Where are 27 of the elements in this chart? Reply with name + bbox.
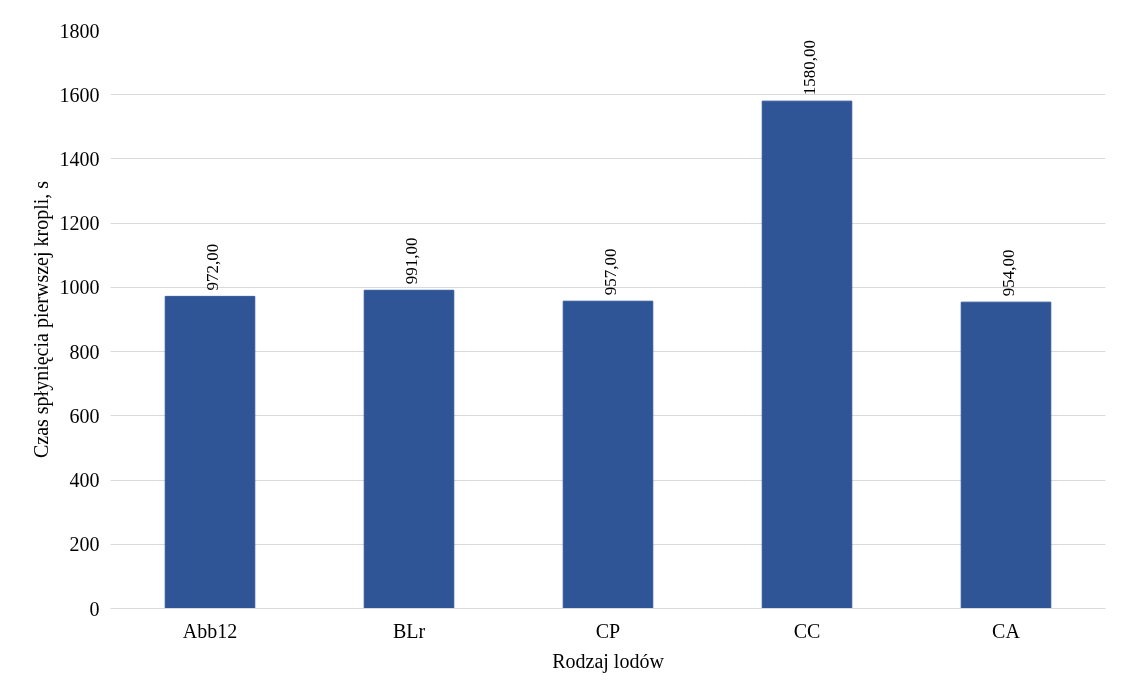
bar [562,300,654,609]
x-axis-title: Rodzaj lodów [552,649,665,673]
data-label: 1580,00 [800,39,819,96]
y-axis-title: Czas spłynięcia pierwszej kropli, s [29,180,53,459]
x-tick-label: CP [595,619,621,642]
y-tick-label: 1800 [59,19,100,42]
bar [960,301,1052,609]
bar [363,289,455,609]
bar [164,295,256,609]
bar [761,100,853,609]
y-tick-label: 200 [69,533,100,556]
x-tick-label: BLr [392,619,426,642]
y-tick-label: 1200 [59,212,100,235]
y-tick-label: 0 [89,597,100,620]
data-label: 991,00 [402,237,421,285]
x-tick-label: CC [793,619,821,642]
data-label: 954,00 [999,249,1018,297]
x-tick-label: Abb12 [182,619,238,642]
x-tick-label: CA [992,619,1021,642]
y-tick-label: 400 [69,469,100,492]
y-tick-label: 600 [69,404,100,427]
y-tick-label: 1400 [59,147,100,170]
y-tick-label: 1600 [59,83,100,106]
y-tick-label: 800 [69,340,100,363]
data-label: 972,00 [203,243,222,291]
data-label: 957,00 [601,248,620,296]
y-tick-label: 1000 [59,276,100,299]
